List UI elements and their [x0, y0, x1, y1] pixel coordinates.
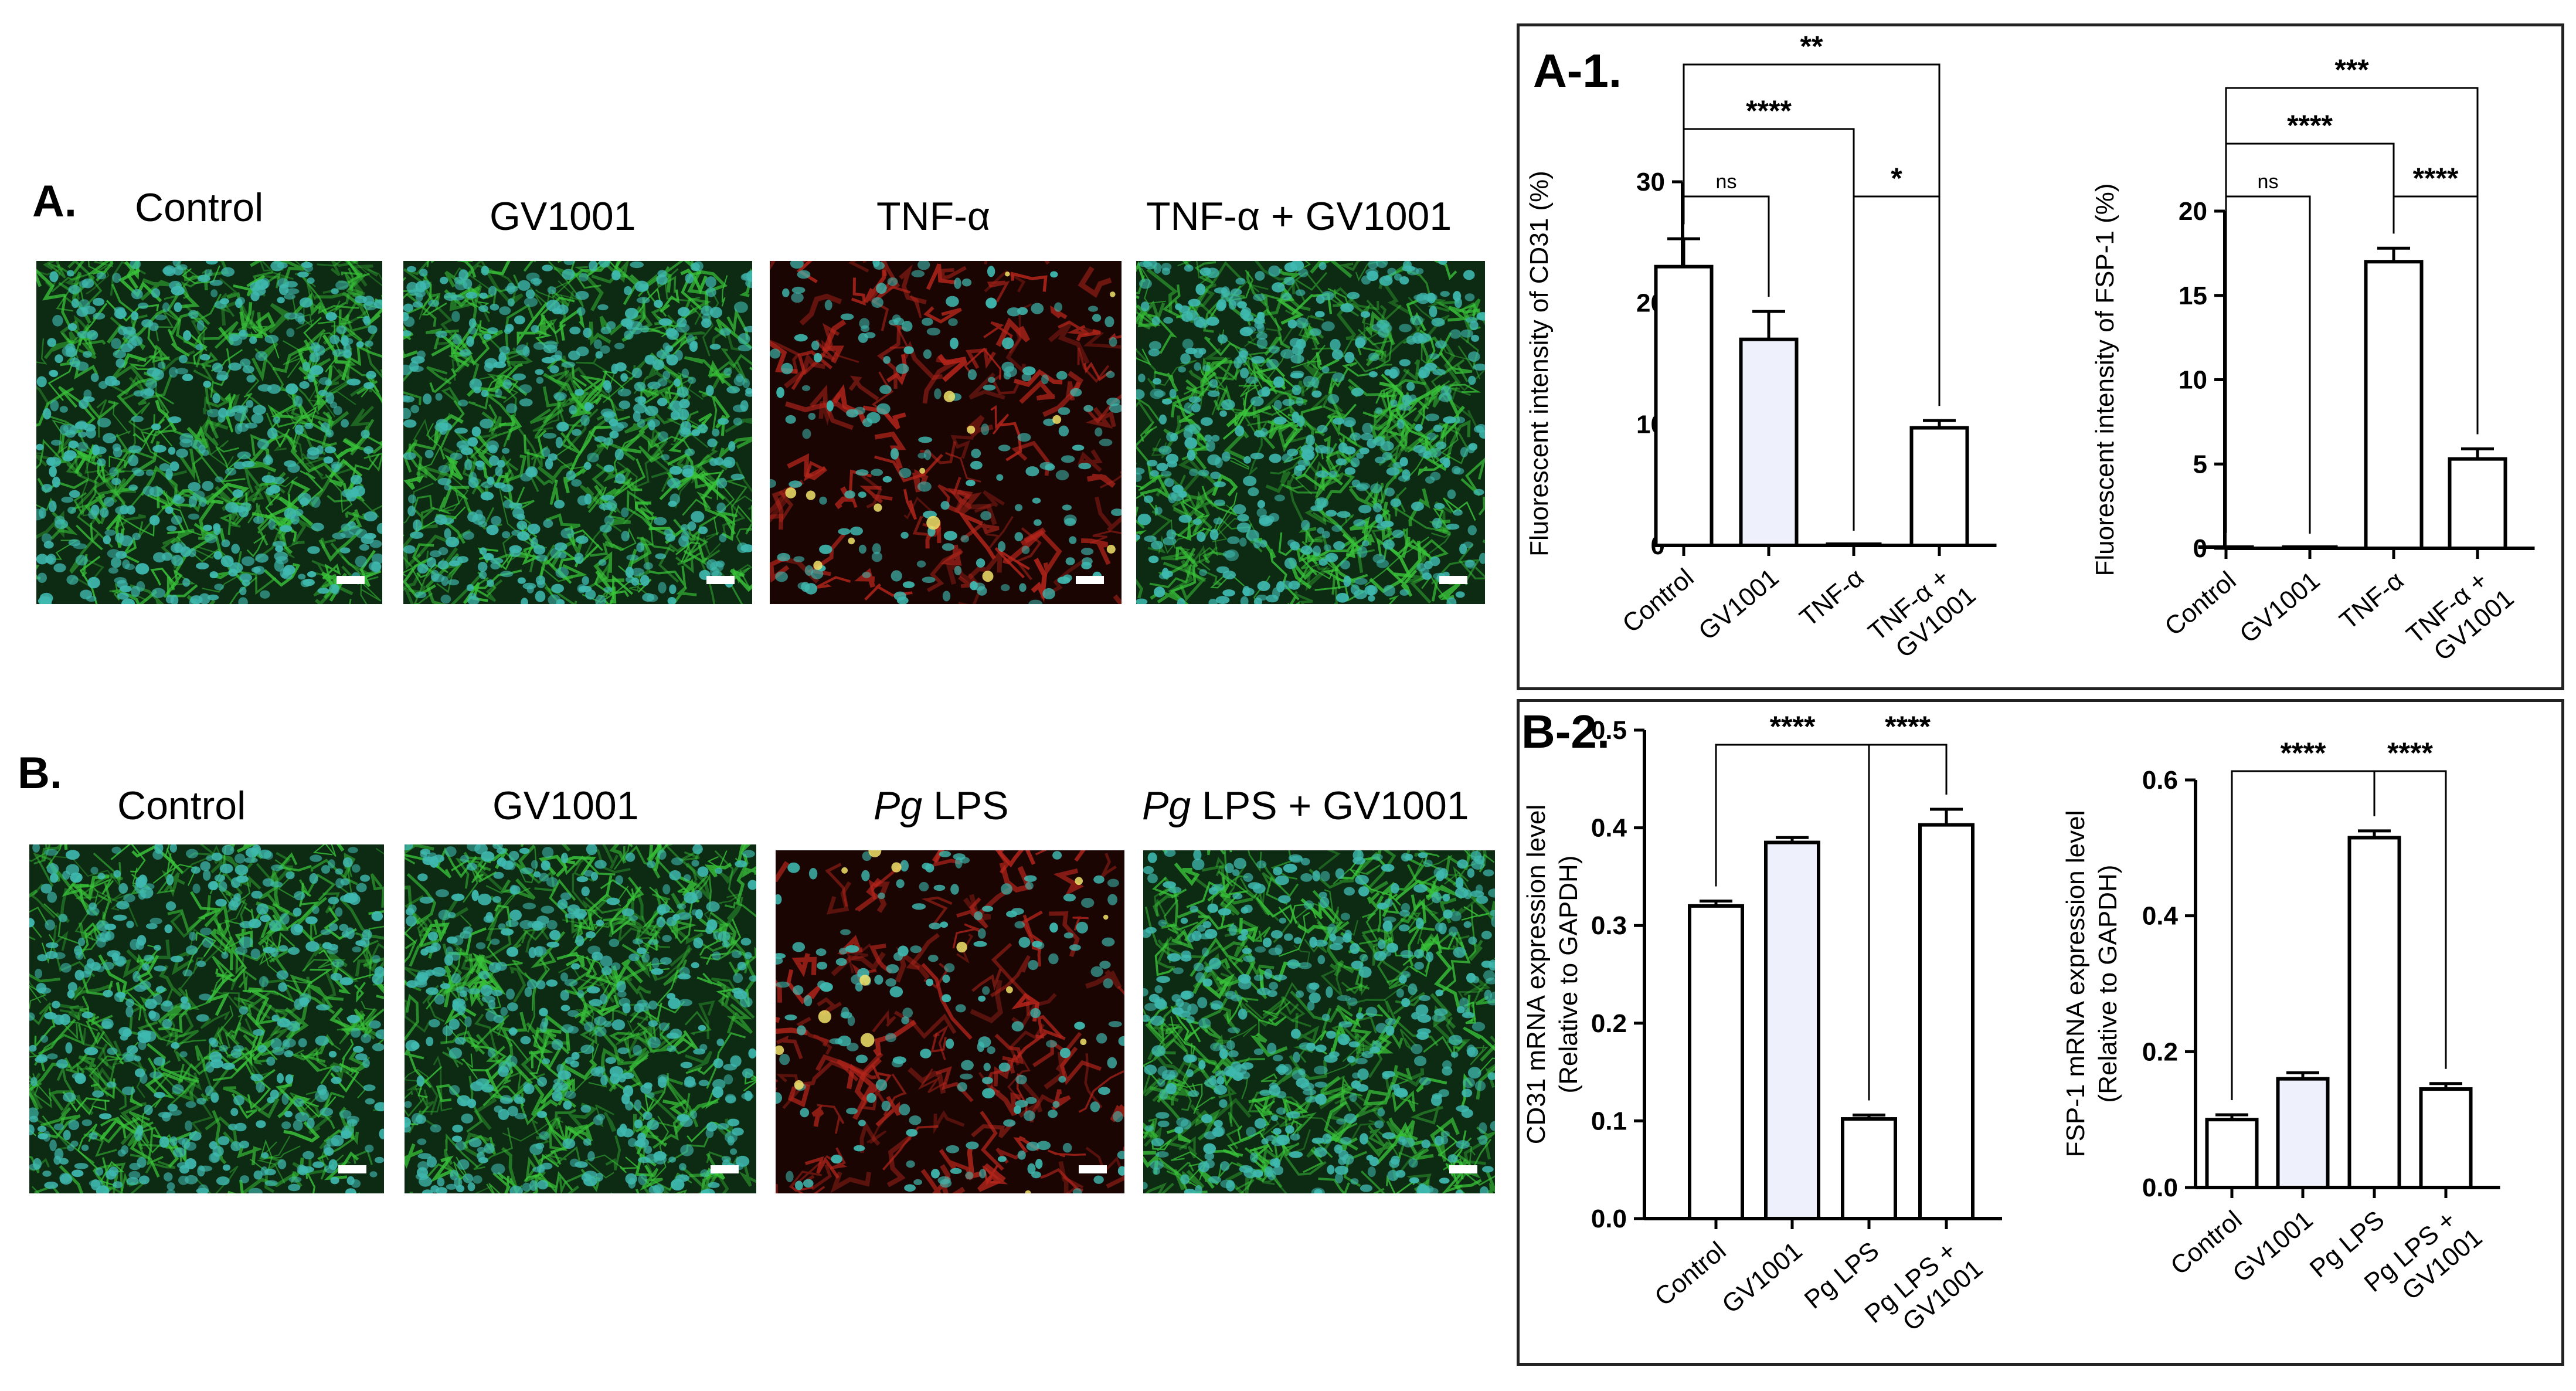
scale-bar	[711, 1165, 739, 1173]
scale-bar	[1079, 1165, 1107, 1173]
panel-b-image-pglps	[776, 850, 1124, 1193]
micrograph-texture	[36, 261, 382, 604]
scale-bar	[1439, 576, 1467, 584]
panel-a-image-control	[36, 261, 382, 604]
scale-bar	[706, 576, 735, 584]
panel-a-image-tnf	[770, 261, 1122, 604]
panel-a-label-gv1001: GV1001	[490, 194, 636, 239]
panel-b-label-pglps: Pg LPS	[874, 783, 1009, 828]
micrograph-texture	[1143, 850, 1495, 1193]
panel-a-label-control: Control	[135, 185, 264, 230]
panel-b-image-control	[29, 844, 384, 1193]
panel-a-label-tnf: TNF-α	[876, 194, 991, 239]
panel-b-label-gv1001: GV1001	[492, 783, 639, 828]
scale-bar	[337, 576, 365, 584]
micrograph-texture	[770, 261, 1122, 604]
panel-a-label-tnf-gv1001: TNF-α + GV1001	[1146, 194, 1452, 239]
scale-bar	[1449, 1165, 1477, 1173]
micrograph-texture	[405, 844, 756, 1193]
micrograph-texture	[776, 850, 1124, 1193]
chart-box-top	[1517, 23, 2564, 690]
micrograph-texture	[1136, 261, 1485, 604]
scale-bar	[1076, 576, 1104, 584]
panel-b-label-pglps-gv1001: Pg LPS + GV1001	[1142, 783, 1469, 828]
panel-b-label-control: Control	[117, 783, 246, 828]
panel-a-image-gv1001	[403, 261, 752, 604]
scale-bar	[338, 1165, 366, 1173]
panel-b-image-pglps-gv1001	[1143, 850, 1495, 1193]
panel-b-letter: B.	[18, 748, 62, 798]
micrograph-texture	[29, 844, 384, 1193]
panel-a-letter: A.	[32, 177, 77, 226]
panel-b-image-gv1001	[405, 844, 756, 1193]
panel-a-image-tnf-gv1001	[1136, 261, 1485, 604]
chart-box-bottom	[1517, 699, 2564, 1366]
micrograph-texture	[403, 261, 752, 604]
